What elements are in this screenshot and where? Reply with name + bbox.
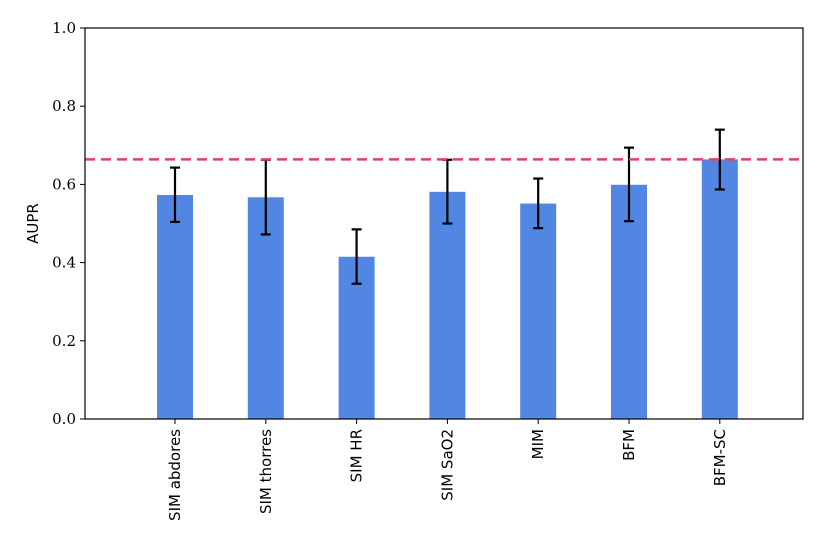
error-bar-7 <box>714 128 725 191</box>
y-tick-label-1: 0.2 <box>52 332 76 350</box>
error-bar-5 <box>533 177 544 230</box>
bar-4 <box>429 191 466 419</box>
bar-1 <box>157 194 193 419</box>
x-tick-label-1: SIM abdores <box>166 429 184 521</box>
bar-6 <box>611 184 647 419</box>
y-tick-label-3: 0.6 <box>52 175 76 193</box>
error-bar-3 <box>351 228 362 285</box>
x-tick-label-2: SIM thorres <box>257 429 275 514</box>
error-bars-group <box>170 128 725 285</box>
y-axis-label: AUPR <box>24 203 42 244</box>
x-tick-label-5: MIM <box>529 429 547 459</box>
x-tick-label-7: BFM-SC <box>711 429 729 486</box>
x-tick-label-3: SIM HR <box>348 429 366 482</box>
y-tick-label-4: 0.8 <box>52 97 76 115</box>
y-tick-label-5: 1.0 <box>52 19 76 37</box>
bars-group <box>157 159 738 419</box>
bar-7 <box>701 159 738 419</box>
error-bar-1 <box>170 166 180 224</box>
x-axis: SIM abdores SIM thorres SIM HR SIM SaO2 MIM B… <box>166 419 729 521</box>
y-tick-label-2: 0.4 <box>52 254 76 272</box>
y-tick-label-0: 0.0 <box>52 410 76 428</box>
plot-frame <box>84 27 804 420</box>
x-tick-label-6: BFM <box>620 429 638 461</box>
y-axis: 0.0 0.2 0.4 0.6 0.8 1.0 <box>52 19 85 428</box>
bar-5 <box>520 203 557 419</box>
x-tick-label-4: SIM SaO2 <box>438 429 456 501</box>
